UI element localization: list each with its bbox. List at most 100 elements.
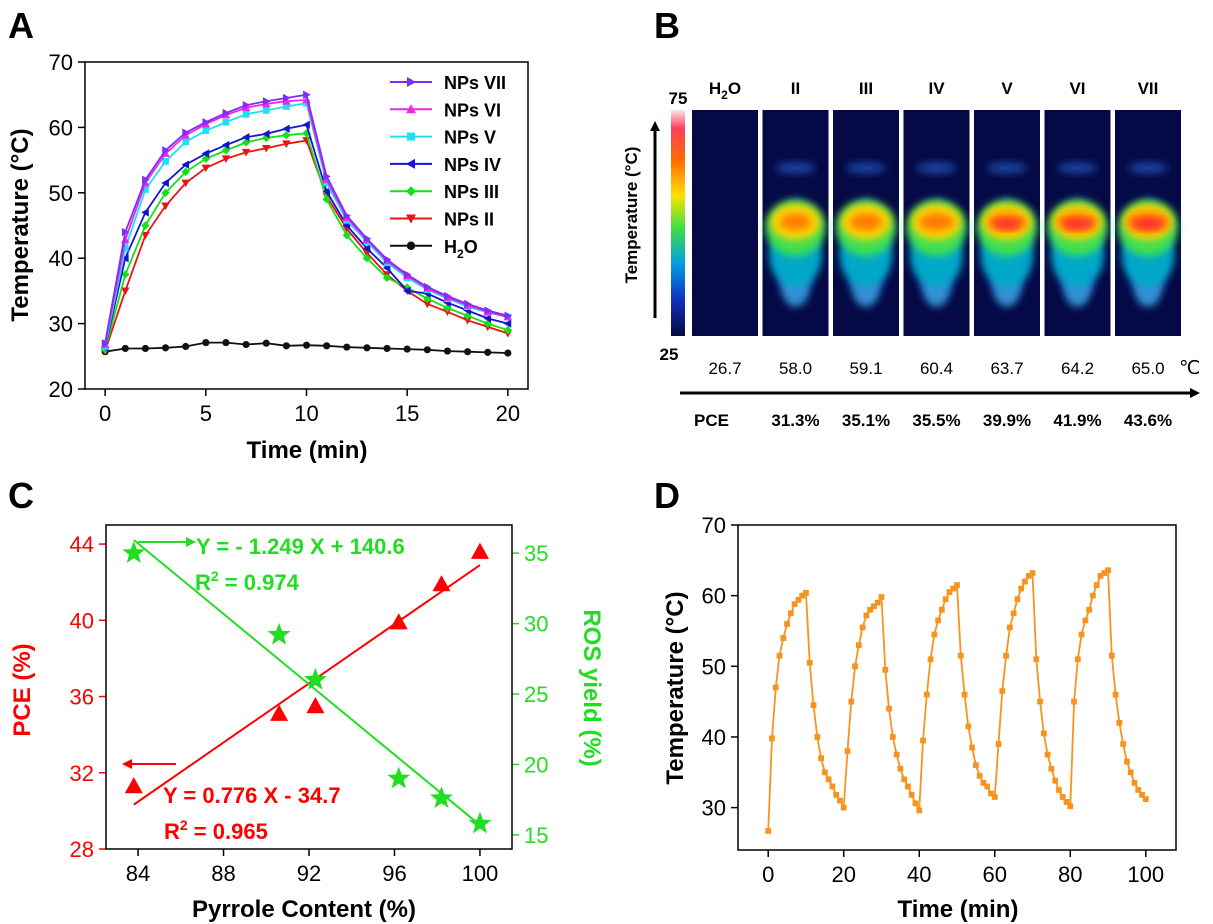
data-point	[867, 606, 874, 613]
column-label: VI	[1069, 79, 1085, 98]
data-point	[1127, 769, 1134, 776]
data-point	[222, 108, 231, 118]
x-tick-label: 0	[762, 862, 774, 887]
data-point	[912, 800, 919, 807]
column-temperature: 63.7	[990, 359, 1023, 378]
data-point	[999, 688, 1006, 694]
tube-hottest	[992, 218, 1022, 230]
data-point	[121, 245, 129, 252]
data-point	[916, 807, 923, 814]
data-point	[1105, 567, 1111, 574]
temperature-color-scale	[671, 110, 685, 336]
panel-c-series	[122, 539, 492, 834]
data-point	[946, 589, 953, 595]
column-label: H2O	[709, 79, 741, 102]
tube-cap-glow	[916, 162, 957, 174]
data-point	[969, 744, 975, 751]
data-point	[1010, 610, 1017, 617]
panel-c-left-ylabel: PCE (%)	[9, 643, 36, 736]
temperature-unit: ℃	[1179, 358, 1200, 379]
data-point	[1022, 578, 1028, 585]
column-label: V	[1001, 79, 1013, 98]
y-tick-label: 50	[702, 654, 726, 679]
data-point	[1101, 570, 1108, 576]
data-point	[833, 792, 840, 798]
left-y-tick-label: 32	[70, 761, 94, 786]
panel-a-legend: NPs VII NPs VI NPs V NPs IV NPs III NPs II H2O	[390, 73, 506, 261]
data-point	[161, 178, 169, 188]
pce-fit-annotation: Y = 0.776 X - 34.7 R2 = 0.965	[122, 759, 341, 844]
data-point	[262, 107, 270, 114]
data-point	[874, 599, 881, 606]
data-point	[769, 735, 775, 742]
data-point	[323, 342, 331, 350]
data-point	[124, 777, 143, 794]
data-point	[161, 188, 170, 197]
data-point	[142, 186, 149, 193]
panel-a-xlabel: Time (min)	[247, 437, 368, 464]
x-tick-label: 92	[297, 861, 321, 886]
tube-cap-glow	[987, 162, 1027, 174]
data-point	[362, 254, 372, 263]
x-tick-label: 84	[126, 861, 150, 886]
data-point	[242, 340, 250, 349]
legend-marker	[406, 241, 416, 251]
x-tick-label: 40	[907, 862, 931, 887]
right-y-tick-label: 25	[524, 682, 548, 707]
data-point	[905, 783, 911, 790]
panel-a-series	[100, 90, 513, 357]
data-point	[844, 748, 851, 754]
data-point	[262, 144, 271, 153]
data-point	[182, 128, 190, 137]
data-point	[995, 741, 1002, 747]
column-temperature: 60.4	[920, 359, 953, 378]
data-point	[282, 131, 291, 140]
column-temperature: 26.7	[708, 359, 741, 378]
scale-max-label: 75	[669, 89, 688, 108]
data-point	[464, 299, 472, 309]
data-point	[825, 776, 832, 783]
data-point	[161, 149, 170, 157]
data-point	[1056, 787, 1062, 793]
panel-a: A 0 5 10 15 20 20 30 40 50 60 70 Time (min) Temper…	[7, 5, 529, 464]
data-point	[840, 804, 847, 811]
data-point	[242, 100, 251, 110]
data-point	[1116, 719, 1123, 726]
data-point	[161, 344, 170, 352]
x-tick-label: 80	[1058, 862, 1082, 887]
data-point	[889, 734, 896, 740]
data-point	[202, 127, 210, 135]
pce-value: 43.6%	[1124, 411, 1172, 430]
data-point	[976, 772, 983, 779]
data-point	[1067, 803, 1074, 810]
data-point	[1142, 796, 1149, 803]
legend-marker	[407, 132, 415, 141]
pce-value: 39.9%	[983, 411, 1031, 430]
data-point	[343, 343, 351, 351]
column-temperature: 64.2	[1061, 359, 1094, 378]
panel-c-axes: 84 88 92 96 100 28 32 36 40 44 15 20 25 30 35	[70, 532, 549, 886]
pce-row-label: PCE	[694, 411, 729, 430]
x-tick-label: 88	[211, 861, 235, 886]
data-point	[444, 291, 452, 301]
data-point	[1078, 631, 1085, 638]
data-point	[1063, 799, 1070, 805]
data-point	[772, 684, 779, 691]
tube-cap-glow	[1128, 162, 1168, 174]
data-point	[403, 345, 411, 353]
data-point	[1086, 606, 1093, 613]
data-point	[504, 311, 513, 320]
data-point	[122, 541, 146, 563]
data-point	[954, 582, 960, 588]
panel-c: C 84 88 92 96 100 28 32 36 40 44 15 20 25 30 35 Pyrrol…	[8, 475, 605, 923]
column-label: VII	[1138, 79, 1159, 98]
data-point	[282, 342, 290, 350]
tube-hotter	[779, 214, 812, 230]
data-point	[323, 172, 331, 181]
data-point	[362, 244, 371, 253]
panel-letter-d: D	[654, 475, 680, 516]
tube-hottest	[1131, 218, 1165, 230]
pce-fit-equation: Y = 0.776 X - 34.7	[163, 783, 341, 808]
data-point	[803, 589, 809, 596]
data-point	[282, 140, 291, 148]
